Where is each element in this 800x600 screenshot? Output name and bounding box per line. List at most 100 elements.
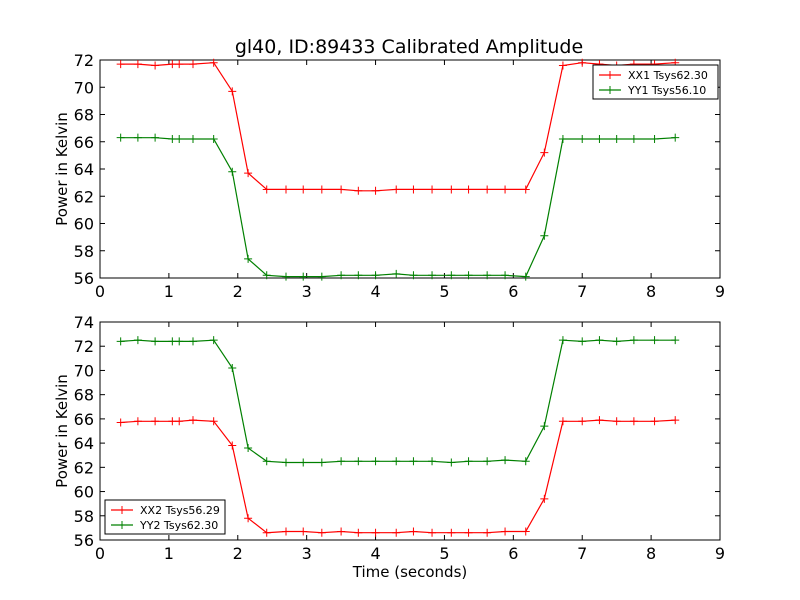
- bottom-series-2-point: [578, 337, 587, 346]
- top-series-2-point: [371, 271, 380, 280]
- bottom-series-1-point: [558, 417, 567, 426]
- bottom-y-axis-label: Power in Kelvin: [53, 374, 71, 488]
- top-series-1-point: [392, 185, 401, 194]
- top-series-2-point: [558, 135, 567, 144]
- bottom-series-2-point: [501, 456, 510, 465]
- bottom-series-2-point: [209, 336, 218, 345]
- bottom-series-1-point: [244, 514, 253, 523]
- bottom-x-tick-label: 7: [577, 544, 587, 563]
- bottom-series-2-point: [558, 336, 567, 345]
- bottom-x-tick-label: 8: [646, 544, 656, 563]
- top-series-2-point: [282, 272, 290, 281]
- top-x-tick-label: 1: [164, 282, 174, 301]
- bottom-series-2-point: [521, 457, 530, 466]
- bottom-series-1-point: [671, 416, 680, 425]
- bottom-series-1-point: [428, 528, 437, 537]
- top-series-1-point: [447, 185, 456, 194]
- bottom-series-2-point: [354, 457, 363, 466]
- bottom-y-tick-label: 68: [74, 386, 94, 405]
- bottom-series-2-point: [317, 458, 326, 467]
- top-series-2-point: [501, 271, 510, 280]
- top-x-tick-label: 5: [439, 282, 449, 301]
- top-series-2-point: [671, 133, 680, 142]
- bottom-series-1-point: [299, 527, 308, 536]
- top-series-2-point: [189, 135, 197, 144]
- top-legend-marker-2: [606, 86, 614, 94]
- top-series-2-point: [168, 135, 177, 144]
- bottom-series-2-point: [337, 457, 346, 466]
- bottom-x-tick-label: 9: [715, 544, 725, 563]
- top-series-2-point: [447, 271, 456, 280]
- bottom-legend-box: [104, 499, 226, 535]
- top-series-1-point: [175, 60, 184, 69]
- top-series-1-point: [168, 60, 177, 69]
- bottom-series-1-point: [392, 528, 401, 537]
- top-series-2-point: [428, 271, 437, 280]
- top-x-tick-label: 0: [95, 282, 105, 301]
- bottom-x-tick-label: 5: [439, 544, 449, 563]
- top-series-2-point: [354, 271, 363, 280]
- bottom-series-1-point: [650, 417, 659, 426]
- bottom-series-2-point: [228, 364, 237, 373]
- bottom-series-2-point: [629, 336, 638, 345]
- top-series-2-point: [409, 271, 418, 280]
- bottom-x-tick-label: 1: [164, 544, 174, 563]
- bottom-series-1-point: [595, 416, 604, 425]
- top-series-2-point: [540, 231, 549, 240]
- bottom-series-2-point: [612, 337, 621, 346]
- top-series-1-point: [317, 185, 326, 194]
- top-y-tick-label: 60: [74, 215, 94, 234]
- bottom-series-1-point: [337, 527, 346, 536]
- top-series-1-point: [540, 148, 549, 157]
- chart-title: gl40, ID:89433 Calibrated Amplitude: [235, 36, 583, 58]
- bottom-series-1-point: [409, 527, 418, 536]
- top-series-2-point: [612, 135, 621, 144]
- top-series-1-point: [337, 185, 346, 194]
- bottom-series-1-point: [354, 528, 363, 537]
- bottom-series-2-point: [262, 457, 271, 466]
- bottom-series-1-point: [464, 528, 473, 537]
- bottom-series-2-point: [244, 443, 253, 452]
- bottom-series-1-point: [228, 441, 237, 450]
- top-series-1-point: [262, 185, 271, 194]
- bottom-series-1-point: [317, 528, 326, 537]
- top-series-1-point: [501, 185, 510, 194]
- bottom-series-2-point: [464, 457, 473, 466]
- top-series-1-point: [428, 185, 437, 194]
- top-series-1-point: [228, 87, 237, 96]
- top-series-1-point: [133, 60, 142, 69]
- bottom-series-1-point: [116, 418, 125, 427]
- bottom-series-2-point: [428, 457, 437, 466]
- bottom-x-tick-label: 2: [233, 544, 243, 563]
- bottom-series-2-point: [392, 457, 401, 466]
- bottom-y-tick-label: 62: [74, 458, 94, 477]
- top-series-1-point: [116, 60, 125, 69]
- top-series-1-point: [464, 185, 473, 194]
- top-y-tick-label: 58: [74, 242, 94, 261]
- bottom-y-tick-label: 70: [74, 361, 94, 380]
- bottom-y-tick-label: 64: [74, 434, 94, 453]
- top-y-tick-label: 66: [74, 133, 94, 152]
- bottom-series-2-point: [299, 458, 308, 467]
- bottom-series-2-point: [371, 457, 380, 466]
- top-series-2-point: [629, 135, 638, 144]
- top-y-tick-label: 70: [74, 78, 94, 97]
- bottom-series-1-point: [371, 528, 380, 537]
- bottom-series-2-point: [116, 337, 125, 346]
- bottom-series-2-point: [175, 337, 184, 346]
- top-series-2-point: [299, 272, 308, 281]
- top-legend-label-1: XX1 Tsys62.30: [628, 69, 708, 82]
- top-series-2-point: [464, 271, 473, 280]
- bottom-legend-label-2: YY2 Tsys62.30: [139, 519, 218, 532]
- top-series-2-point: [262, 271, 271, 280]
- bottom-series-2-point: [189, 337, 197, 346]
- bottom-series-1-point: [133, 417, 142, 426]
- bottom-y-tick-label: 58: [74, 507, 94, 526]
- top-legend-marker-1: [606, 71, 614, 79]
- top-y-axis-label: Power in Kelvin: [53, 112, 71, 226]
- top-series-2-point: [337, 271, 346, 280]
- top-x-tick-label: 3: [302, 282, 312, 301]
- top-series-2-point: [595, 135, 604, 144]
- bottom-series-1-point: [501, 527, 510, 536]
- top-series-2-point: [244, 254, 253, 263]
